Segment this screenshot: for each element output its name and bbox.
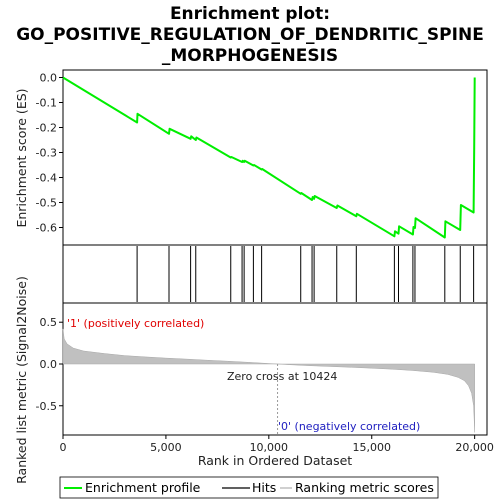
x-tick-label: 20,000 (455, 441, 494, 454)
positive-correlated-label: '1' (positively correlated) (67, 317, 204, 330)
es-y-tick-label: -0.6 (36, 222, 57, 235)
metric-y-tick-label: 0.5 (40, 316, 58, 329)
x-tick-label: 0 (60, 441, 67, 454)
legend-enrichment-label: Enrichment profile (85, 480, 201, 495)
es-y-tick-label: -0.1 (36, 97, 57, 110)
negative-correlated-label: '0' (negatively correlated) (278, 420, 420, 433)
es-y-axis-label: Enrichment score (ES) (14, 88, 29, 227)
es-y-tick-label: -0.5 (36, 197, 57, 210)
chart-title-line-2: GO_POSITIVE_REGULATION_OF_DENDRITIC_SPIN… (16, 25, 484, 45)
metric-y-tick-label: -0.5 (36, 400, 57, 413)
ranking-metric-area (62, 328, 475, 433)
es-panel-frame (62, 69, 488, 246)
hits-panel-frame (62, 244, 488, 304)
es-y-tick-label: 0.0 (40, 72, 58, 85)
x-tick-label: 10,000 (250, 441, 289, 454)
metric-y-tick-label: 0.0 (40, 358, 58, 371)
x-axis-ticks: 0 5,000 10,000 15,000 20,000 (60, 435, 494, 454)
x-axis-label: Rank in Ordered Dataset (198, 453, 352, 468)
zero-cross-label: Zero cross at 10424 (227, 370, 337, 383)
metric-y-axis-label: Ranked list metric (Signal2Noise) (14, 276, 29, 484)
metric-y-ticks: 0.5 0.0 -0.5 (36, 316, 63, 413)
legend-hits-label: Hits (252, 480, 276, 495)
chart-title-line-1: Enrichment plot: (170, 4, 330, 24)
chart-title-line-3: _MORPHOGENESIS (162, 46, 338, 66)
x-tick-label: 15,000 (352, 441, 391, 454)
enrichment-profile-line (62, 76, 476, 239)
legend-metric-label: Ranking metric scores (295, 480, 434, 495)
es-y-ticks: 0.0 -0.1 -0.2 -0.3 -0.4 -0.5 -0.6 (36, 72, 63, 235)
es-y-tick-label: -0.2 (36, 122, 57, 135)
legend: Enrichment profile Hits Ranking metric s… (59, 476, 439, 499)
es-y-tick-label: -0.4 (36, 172, 57, 185)
x-tick-label: 5,000 (150, 441, 182, 454)
es-y-tick-label: -0.3 (36, 147, 57, 160)
hits-markers (136, 246, 475, 302)
